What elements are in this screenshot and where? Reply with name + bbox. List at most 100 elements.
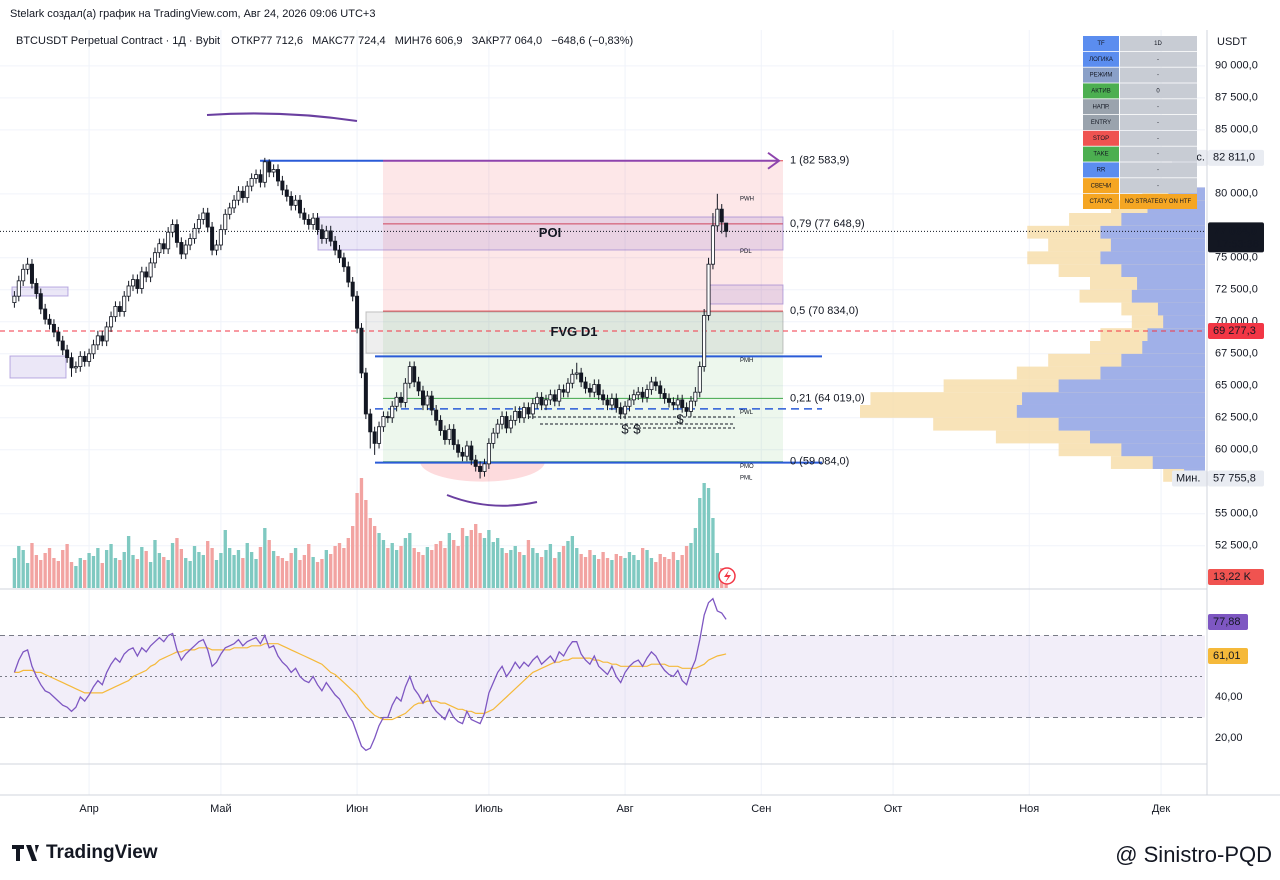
symbol-title: BTCUSDT Perpetual Contract · 1Д · Bybit xyxy=(16,35,220,47)
volume-bar xyxy=(47,548,52,588)
candle-body xyxy=(240,190,245,199)
volume-bar xyxy=(197,552,201,588)
profile-bar xyxy=(1016,404,1205,418)
candle-body xyxy=(12,295,17,304)
candle-body xyxy=(100,335,105,342)
candle-body xyxy=(302,212,307,220)
volume-bar xyxy=(126,536,131,588)
volume-bar xyxy=(706,488,711,588)
table-key-cell xyxy=(1083,36,1119,51)
rsi-line xyxy=(13,597,727,752)
zone-box xyxy=(709,284,784,305)
table-value-cell xyxy=(1120,115,1197,130)
candle-body xyxy=(385,416,390,419)
candle-body xyxy=(223,213,228,231)
level-tag: PMH xyxy=(740,358,753,364)
volume-bar xyxy=(166,560,170,588)
liquidity-mark: $ xyxy=(676,411,684,426)
volume-bar xyxy=(386,548,390,588)
candle-body xyxy=(196,219,201,229)
candle-body xyxy=(152,252,157,264)
candle-body xyxy=(56,331,61,342)
candle-body xyxy=(601,394,606,401)
volume-bar xyxy=(575,548,579,588)
volume-bar xyxy=(162,557,166,588)
candle-body xyxy=(192,227,197,240)
legend-key: МИН xyxy=(395,35,420,47)
volume-bar xyxy=(623,558,627,588)
volume-bar xyxy=(12,558,17,588)
rsi-ma-label-box xyxy=(1208,648,1248,664)
fib-label: 0,21 (64 019,0) xyxy=(790,392,865,404)
candle-body xyxy=(500,416,505,425)
extreme-label: 82 811,0 xyxy=(1213,152,1255,164)
arc xyxy=(206,112,358,122)
candle-body xyxy=(399,396,404,403)
candle-body xyxy=(377,426,382,444)
volume-bar xyxy=(553,558,557,588)
candle-body xyxy=(368,413,373,433)
candle-body xyxy=(671,402,676,406)
candle-body xyxy=(157,243,162,254)
level-label-box xyxy=(1208,323,1264,340)
candle-body xyxy=(495,423,500,434)
rsi-tick-label: 20,00 xyxy=(1215,732,1243,744)
candle-body xyxy=(65,349,70,359)
candle-body xyxy=(623,405,628,415)
candle-body xyxy=(205,212,210,228)
volume-bar xyxy=(263,528,267,588)
candle-body xyxy=(680,399,685,408)
volume-bar xyxy=(280,558,285,588)
volume-bar xyxy=(465,536,469,588)
candle-body xyxy=(702,314,707,367)
volume-bar xyxy=(113,558,118,588)
legend-change: −648,6 (−0,83%) xyxy=(551,35,633,47)
candle-body xyxy=(631,394,636,401)
legend-key: ОТКР xyxy=(231,35,260,47)
volume-bar xyxy=(245,543,249,588)
candle-body xyxy=(394,396,399,407)
volume-bar xyxy=(307,544,311,588)
volume-bar xyxy=(109,544,113,588)
candle-body xyxy=(29,263,34,284)
candle-body xyxy=(658,385,663,394)
candle-body xyxy=(232,199,237,209)
volume-bar xyxy=(474,524,478,588)
fib-label: 1 (82 583,9) xyxy=(790,155,849,167)
zone-box xyxy=(365,311,784,354)
volume-bar xyxy=(495,538,500,588)
volume-bar xyxy=(175,538,179,588)
volume-bar xyxy=(87,553,91,588)
candle-body xyxy=(289,195,294,206)
candle-body xyxy=(166,231,171,250)
volume-bar xyxy=(412,548,416,588)
y-tick-label: 80 000,0 xyxy=(1215,188,1258,200)
brand-logo xyxy=(12,845,39,861)
candle-body xyxy=(482,463,487,472)
candle-body xyxy=(464,445,469,457)
x-tick-label: Ноя xyxy=(1019,803,1039,815)
candle-body xyxy=(113,306,118,318)
candle-body xyxy=(609,398,614,406)
volume-bar xyxy=(702,483,706,588)
candle-body xyxy=(667,398,672,403)
volume-bar xyxy=(535,553,539,588)
candle-body xyxy=(605,399,610,406)
extreme-tag-box xyxy=(1172,470,1208,487)
table-key-cell xyxy=(1083,67,1119,83)
volume-bar xyxy=(329,554,333,588)
volume-bar xyxy=(140,547,144,588)
candle-body xyxy=(653,381,658,387)
candle-body xyxy=(25,263,30,270)
volume-bar xyxy=(671,552,676,588)
volume-bar xyxy=(91,556,96,588)
candle-body xyxy=(390,405,395,419)
volume-bar xyxy=(372,526,377,588)
volume-bar xyxy=(289,553,293,588)
legend-value: 76 606,9 xyxy=(420,35,463,47)
profile-bar xyxy=(1058,379,1205,393)
candle-body xyxy=(535,396,540,405)
candle-body xyxy=(104,326,109,342)
table-key: TAKE xyxy=(1093,152,1108,158)
candle-body xyxy=(78,355,83,367)
